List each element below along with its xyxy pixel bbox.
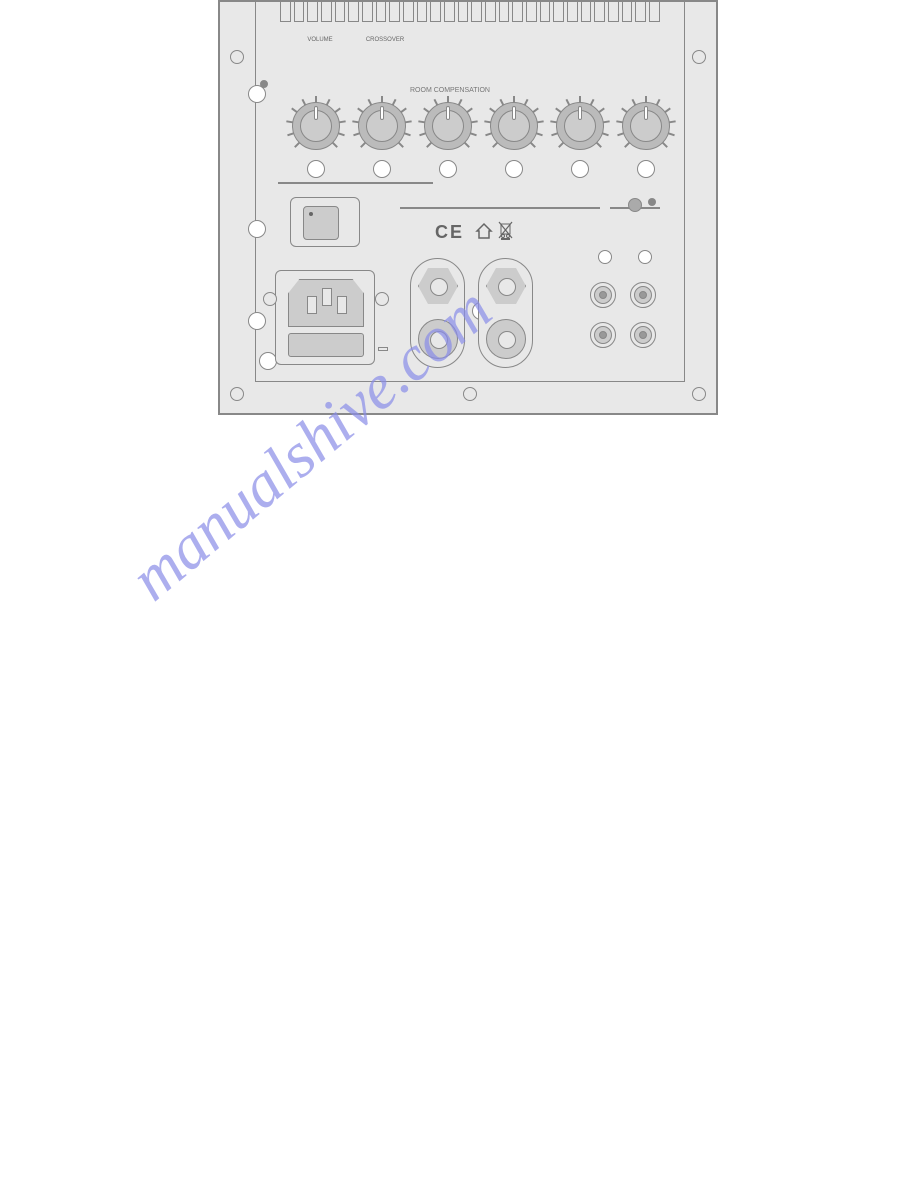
knob-label-circle-2 xyxy=(373,160,391,178)
knob-1[interactable] xyxy=(292,102,340,150)
heatsink-vent xyxy=(280,2,660,22)
knob-label-circle-1 xyxy=(307,160,325,178)
screw-bottom-right xyxy=(692,387,706,401)
screw-bottom-left xyxy=(230,387,244,401)
room-comp-label: ROOM COMPENSATION xyxy=(410,87,490,94)
volume-label: VOLUME xyxy=(300,37,340,43)
power-led xyxy=(628,198,642,212)
speaker-out-right[interactable] xyxy=(478,258,533,368)
divider-mid xyxy=(400,207,600,209)
rca-line2-right[interactable] xyxy=(630,322,656,348)
fuse-drawer[interactable] xyxy=(288,333,364,357)
callout-mains xyxy=(248,312,266,330)
led-dot xyxy=(648,198,656,206)
callout-line1 xyxy=(598,250,612,264)
knob-label-circle-4 xyxy=(505,160,523,178)
crossover-label: CROSSOVER xyxy=(360,37,410,43)
indoor-use-icon xyxy=(475,222,493,240)
weee-icon xyxy=(498,220,513,240)
fuse-slot-icon xyxy=(378,347,388,351)
ce-mark: CE xyxy=(435,222,464,243)
iec-screw-left xyxy=(263,292,277,306)
callout-line2 xyxy=(638,250,652,264)
speaker-outputs xyxy=(410,258,550,373)
rca-line1-right[interactable] xyxy=(630,282,656,308)
speaker-out-left[interactable] xyxy=(410,258,465,368)
screw-bottom-center xyxy=(463,387,477,401)
knob-2[interactable] xyxy=(358,102,406,150)
divider-left xyxy=(278,182,433,184)
knob-label-circle-3 xyxy=(439,160,457,178)
knob-3[interactable] xyxy=(424,102,472,150)
mains-inlet[interactable] xyxy=(275,270,375,365)
amplifier-back-panel: CE ROOM COMPENSATION VOLUME CROSSOVER xyxy=(218,0,718,415)
knob-4[interactable] xyxy=(490,102,538,150)
knob-5[interactable] xyxy=(556,102,604,150)
rca-line1-left[interactable] xyxy=(590,282,616,308)
knob-label-circle-6 xyxy=(637,160,655,178)
callout-1 xyxy=(248,85,266,103)
screw-top-left xyxy=(230,50,244,64)
power-switch[interactable] xyxy=(290,197,360,247)
iec-screw-right xyxy=(375,292,389,306)
screw-top-right xyxy=(692,50,706,64)
rca-line2-left[interactable] xyxy=(590,322,616,348)
callout-power xyxy=(248,220,266,238)
knob-label-circle-5 xyxy=(571,160,589,178)
knob-6[interactable] xyxy=(622,102,670,150)
